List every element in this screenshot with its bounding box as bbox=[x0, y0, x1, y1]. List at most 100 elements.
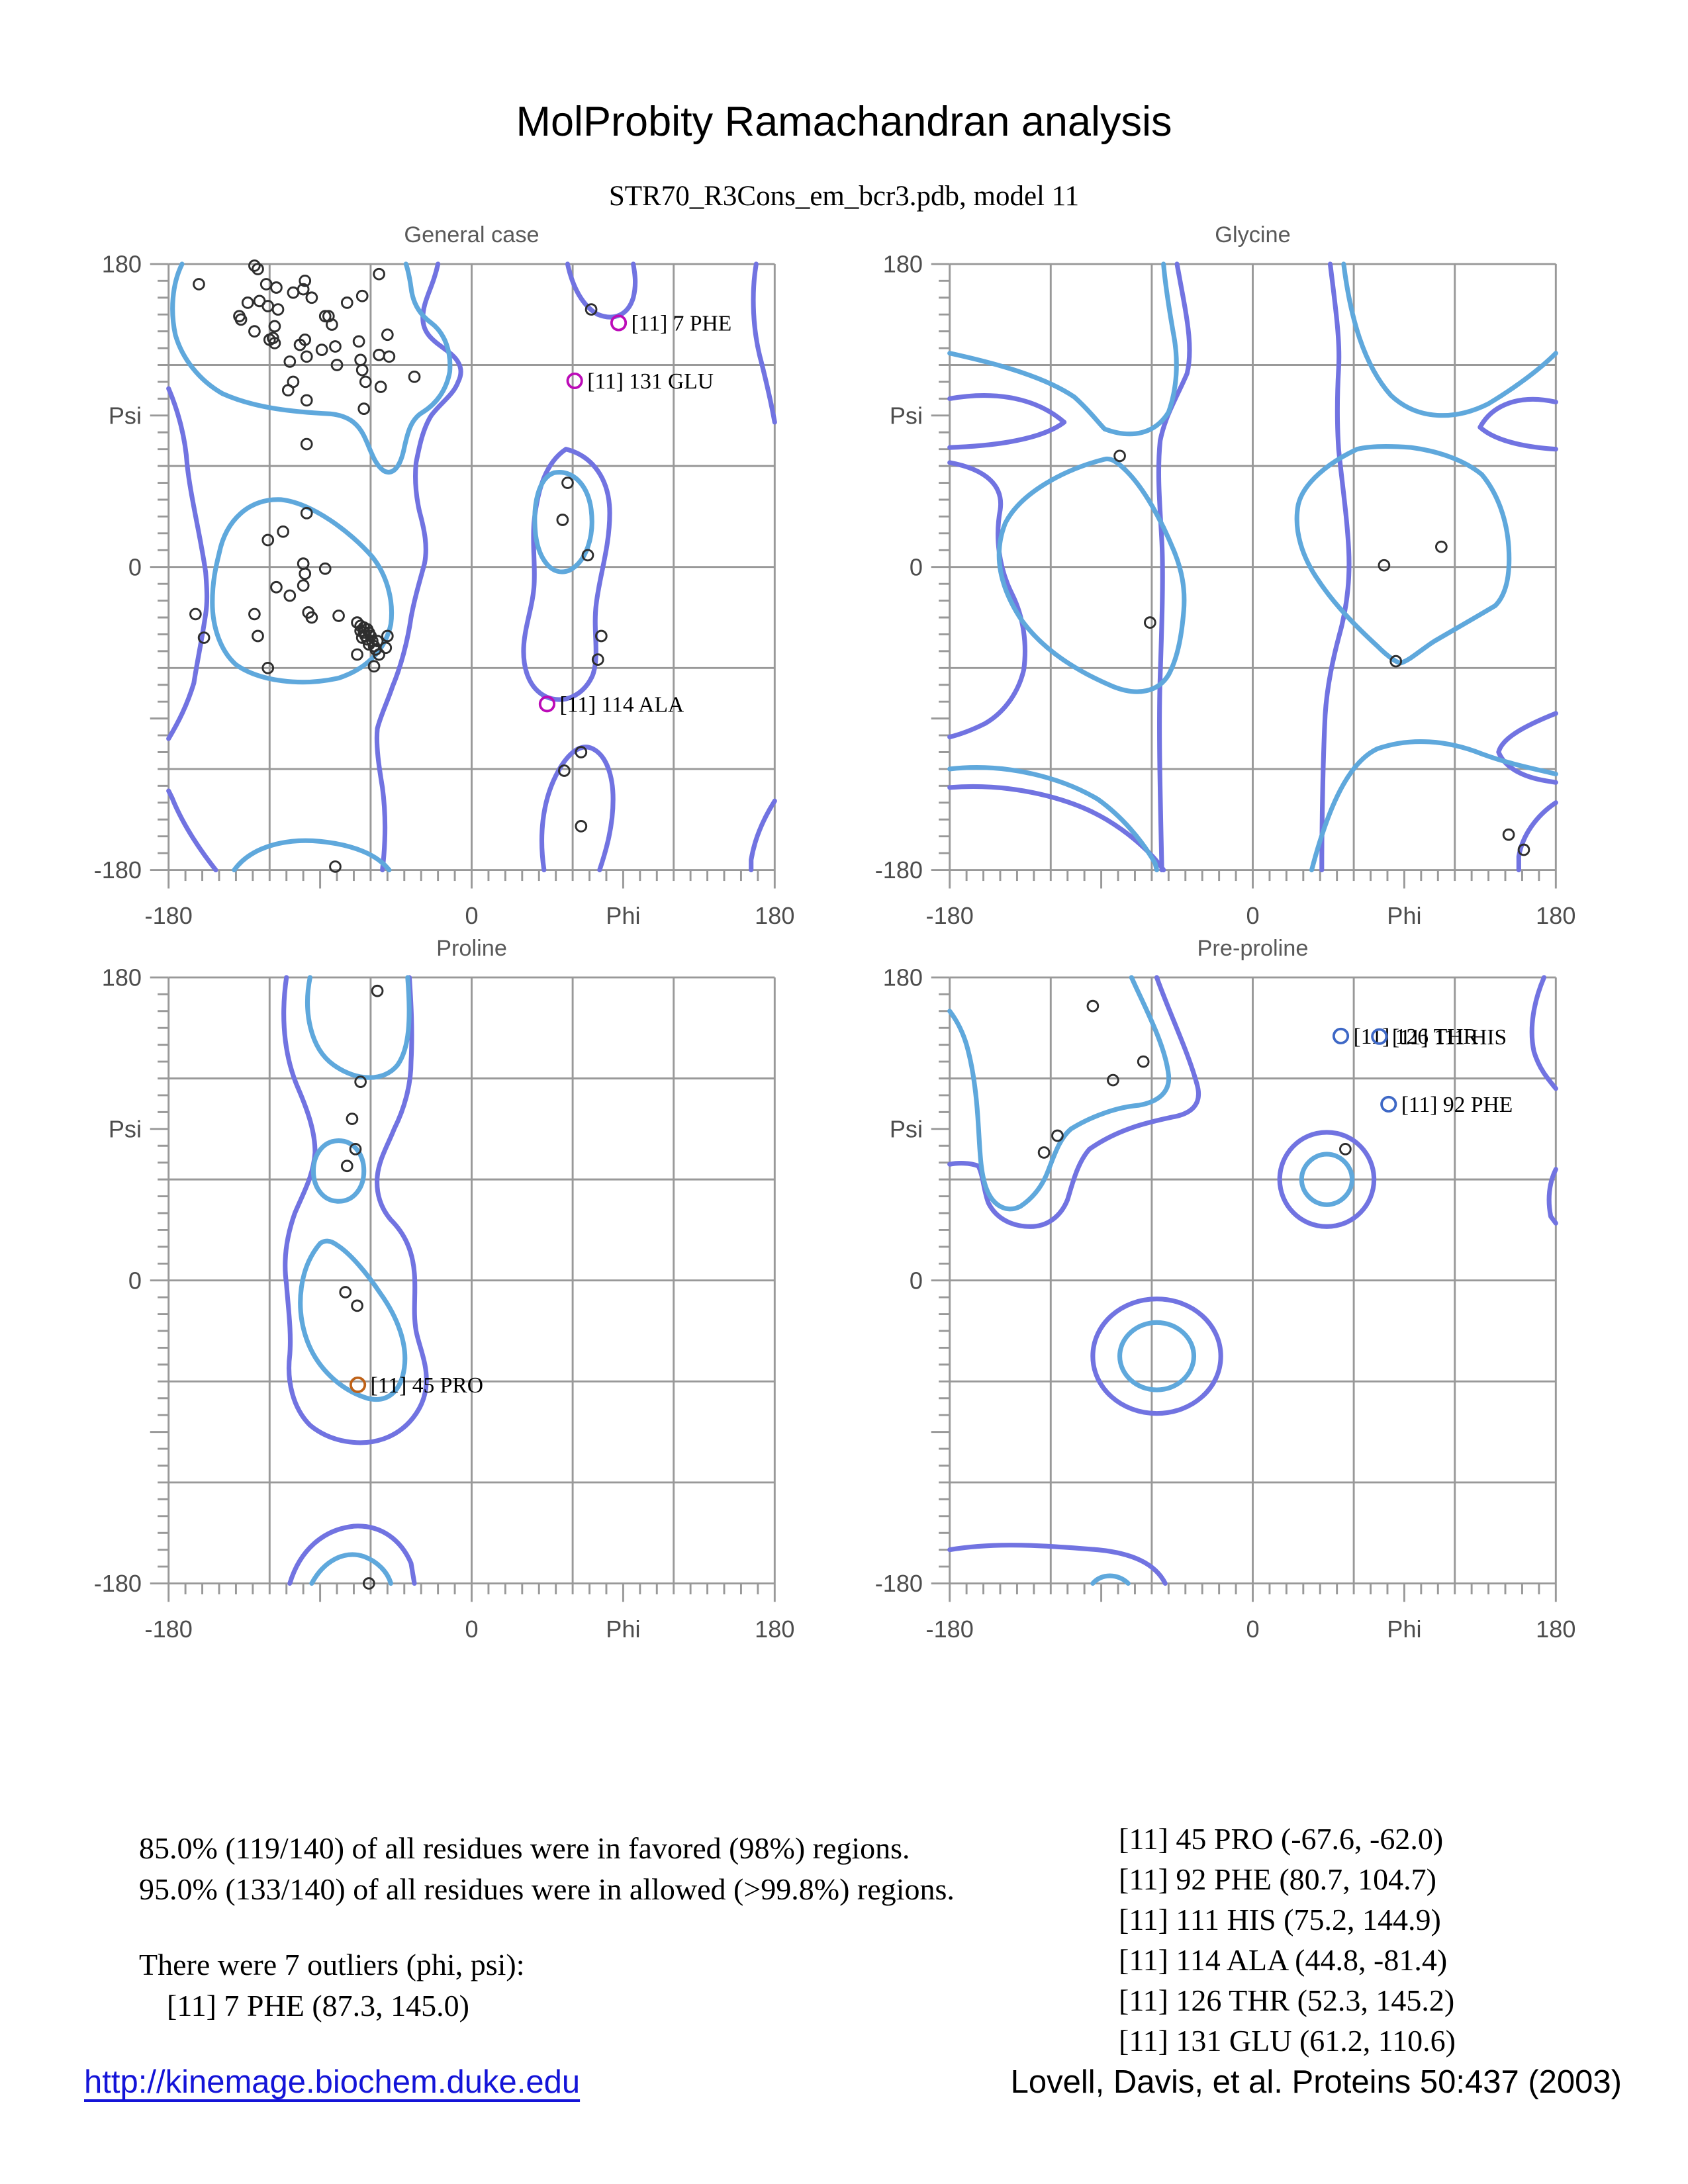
outlier-point bbox=[349, 1376, 367, 1393]
x-axis-label-180: 180 bbox=[1536, 1615, 1575, 1643]
allowed-stat: 95.0% (133/140) of all residues were in … bbox=[139, 1872, 955, 1906]
page-title: MolProbity Ramachandran analysis bbox=[516, 99, 1172, 145]
favored-contour bbox=[1117, 1320, 1197, 1392]
data-point bbox=[1107, 1073, 1119, 1087]
favored-contour bbox=[305, 975, 412, 1080]
allowed-contour bbox=[947, 1543, 1168, 1586]
data-point bbox=[408, 370, 421, 383]
data-point bbox=[349, 1142, 362, 1156]
allowed-contour bbox=[1277, 1130, 1377, 1229]
data-point bbox=[261, 661, 275, 674]
allowed-contour bbox=[1477, 396, 1558, 452]
outlier-list-item: [11] 131 GLU (61.2, 110.6) bbox=[1119, 2024, 1456, 2058]
plot-pre-proline: Pre-proline [11] 126 THR [11] 111 HIS [11] … bbox=[845, 873, 1660, 1671]
data-point bbox=[1378, 559, 1391, 572]
data-point bbox=[1389, 655, 1403, 668]
data-point bbox=[189, 608, 202, 621]
allowed-contour bbox=[539, 745, 616, 873]
outlier-header: There were 7 outliers (phi, psi): bbox=[139, 1948, 525, 1981]
data-point bbox=[283, 589, 297, 602]
data-point bbox=[248, 259, 261, 272]
data-point bbox=[594, 629, 608, 643]
outlier-list-item: [11] 126 THR (52.3, 145.2) bbox=[1119, 1983, 1455, 2017]
allowed-contour bbox=[1319, 261, 1352, 873]
data-point bbox=[261, 300, 275, 312]
plot-title-label: Pre-proline bbox=[1197, 936, 1309, 961]
data-point bbox=[1339, 1142, 1352, 1156]
data-point bbox=[318, 310, 332, 323]
data-point bbox=[357, 402, 371, 415]
data-point bbox=[575, 746, 588, 758]
data-point bbox=[339, 1286, 352, 1298]
data-point bbox=[299, 334, 312, 346]
data-point bbox=[270, 580, 283, 594]
data-point bbox=[558, 764, 571, 777]
y-axis-label-psi: Psi bbox=[109, 1116, 142, 1143]
data-point bbox=[283, 355, 297, 368]
data-point bbox=[315, 343, 328, 356]
data-point bbox=[575, 820, 588, 833]
data-point bbox=[248, 608, 261, 621]
data-point bbox=[287, 286, 300, 299]
data-point bbox=[261, 533, 275, 547]
favored-contour bbox=[1294, 443, 1512, 666]
data-point bbox=[234, 313, 248, 326]
citation: Lovell, Davis, et al. Proteins 50:437 (2… bbox=[1010, 2064, 1622, 2100]
favored-contour bbox=[1341, 261, 1558, 418]
outlier-point bbox=[1380, 1095, 1397, 1113]
data-point bbox=[197, 631, 211, 644]
outlier-point bbox=[538, 696, 556, 713]
ramachandran-svg-proline: Proline [11] 45 PRO 180 Psi 0 -180-180 0 Phi 180 bbox=[94, 936, 795, 1643]
data-point bbox=[371, 984, 384, 997]
data-point bbox=[300, 506, 313, 520]
favored-contour bbox=[309, 1552, 393, 1586]
allowed-contour bbox=[1496, 711, 1558, 785]
data-point bbox=[373, 648, 385, 661]
y-axis-label--180: -180 bbox=[875, 1570, 923, 1597]
data-point bbox=[1144, 616, 1156, 629]
data-point bbox=[305, 291, 318, 304]
y-axis-label-0: 0 bbox=[128, 553, 142, 580]
data-point bbox=[585, 303, 598, 316]
favored-contour bbox=[1309, 739, 1558, 873]
x-axis-label-phi: Phi bbox=[606, 1615, 640, 1643]
x-axis-label-0: 0 bbox=[1246, 1615, 1259, 1643]
allowed-contour bbox=[1090, 1297, 1223, 1416]
x-axis-label-180: 180 bbox=[755, 1615, 794, 1643]
data-point bbox=[381, 629, 394, 643]
data-point bbox=[354, 1075, 367, 1088]
data-point bbox=[383, 350, 396, 363]
x-axis-label-0: 0 bbox=[1246, 902, 1259, 929]
plot-title-label: Glycine bbox=[1215, 222, 1290, 248]
outlier-list: [11] 45 PRO (-67.6, -62.0) [11] 92 PHE (8… bbox=[1119, 1819, 1662, 2061]
data-point bbox=[299, 274, 312, 287]
outlier-label: [11] 92 PHE bbox=[1401, 1093, 1513, 1117]
outlier-label: [11] 111 HIS bbox=[1392, 1025, 1507, 1050]
y-axis-label-psi: Psi bbox=[109, 402, 142, 430]
data-point bbox=[367, 660, 381, 673]
data-point bbox=[363, 1577, 375, 1590]
allowed-contour bbox=[947, 460, 1027, 740]
outlier-list-item: [11] 111 HIS (75.2, 144.9) bbox=[1119, 1903, 1441, 1936]
data-point bbox=[355, 363, 369, 377]
allowed-contour bbox=[1529, 975, 1558, 1091]
favored-contour bbox=[1090, 1573, 1131, 1586]
plot-glycine: Glycine 180 Psi 0 -180 -180 0 Phi 180 bbox=[845, 159, 1660, 958]
allowed-contour bbox=[1516, 800, 1558, 873]
outlier-first-item: [11] 7 PHE (87.3, 145.0) bbox=[167, 1989, 469, 2023]
y-axis-label-0: 0 bbox=[910, 553, 923, 580]
data-point bbox=[252, 263, 264, 275]
data-point bbox=[1435, 540, 1448, 553]
kinemage-link[interactable]: http://kinemage.biochem.duke.edu bbox=[84, 2064, 581, 2100]
data-point bbox=[374, 381, 387, 393]
plot-title-label: Proline bbox=[436, 936, 507, 961]
x-axis-label--180: -180 bbox=[145, 1615, 193, 1643]
allowed-contour bbox=[166, 386, 210, 741]
y-axis-label--180: -180 bbox=[94, 1570, 142, 1597]
page-subtitle: STR70_R3Cons_em_bcr3.pdb, model 11 bbox=[608, 181, 1080, 212]
data-point bbox=[373, 267, 385, 281]
y-axis-label--180: -180 bbox=[875, 856, 923, 884]
data-point bbox=[281, 384, 295, 397]
favored-contour bbox=[947, 765, 1160, 873]
x-axis-label--180: -180 bbox=[926, 902, 974, 929]
